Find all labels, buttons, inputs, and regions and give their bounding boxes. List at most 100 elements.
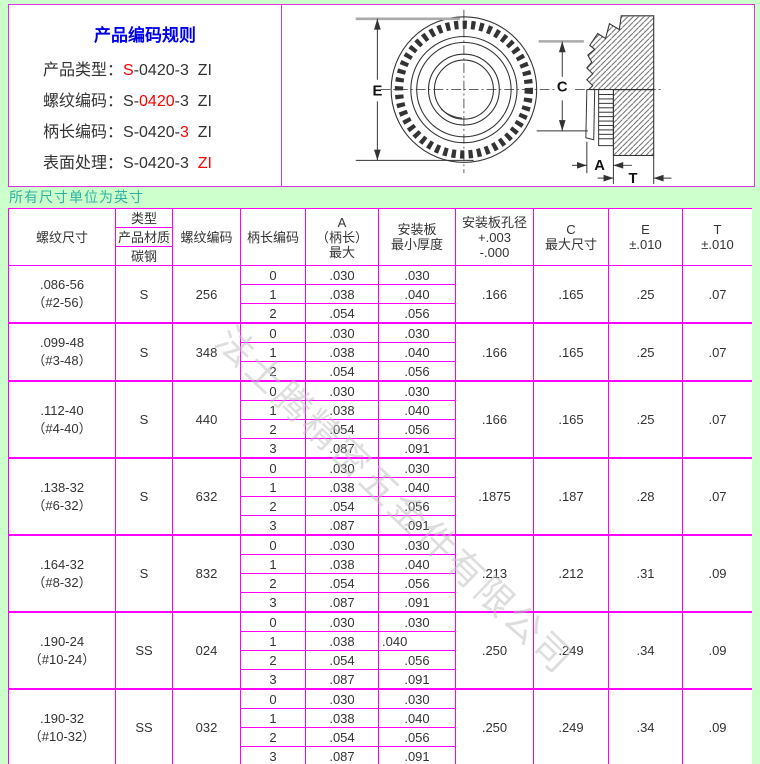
header-t: T ±.010	[682, 208, 752, 266]
a-max-cell: .054	[305, 573, 379, 593]
thread-code-cell: 348	[172, 322, 241, 382]
a-max-cell: .030	[305, 265, 379, 285]
shank-code-cell: 0	[240, 534, 306, 555]
material-cell: SS	[115, 611, 173, 690]
t-cell: .09	[682, 688, 752, 764]
header-thread-code: 螺纹编码	[172, 208, 241, 266]
dim-a: A	[572, 141, 633, 184]
shank-code-cell: 3	[240, 669, 306, 690]
a-max-cell: .030	[305, 611, 379, 632]
coding-rule-line: 表面处理：S-0420-3 ZI	[9, 148, 281, 179]
e-cell: .34	[608, 688, 683, 764]
thread-size-cell: .190-32 （#10-32）	[8, 688, 116, 764]
a-max-cell: .030	[305, 688, 379, 709]
coding-highlight: S	[123, 62, 134, 79]
section-head	[586, 15, 655, 91]
plate-thickness-cell: .040	[378, 400, 456, 420]
header-type: 类型	[115, 208, 173, 228]
coding-text: S-0420-	[123, 124, 180, 141]
coding-rule-label: 螺纹编码：	[43, 93, 124, 110]
header-thread-size: 螺纹尺寸	[8, 208, 116, 266]
e-cell: .25	[608, 265, 683, 324]
plate-thickness-cell: .056	[378, 361, 456, 382]
thread-code-cell: 256	[172, 265, 241, 324]
shank-code-cell: 0	[240, 265, 306, 285]
shank-code-cell: 2	[240, 496, 306, 516]
plate-thickness-cell: .040	[378, 477, 456, 497]
a-max-cell: .054	[305, 361, 379, 382]
table-row: 3.087.091	[9, 515, 753, 536]
thread-size-cell: .086-56 （#2-56）	[8, 265, 116, 324]
shank-code-cell: 3	[240, 438, 306, 459]
header-e: E ±.010	[608, 208, 683, 266]
plate-thickness-cell: .056	[378, 650, 456, 670]
shank-code-cell: 3	[240, 515, 306, 536]
a-max-cell: .087	[305, 515, 379, 536]
dim-label-e: E	[372, 83, 382, 99]
hole-diameter-cell: .166	[455, 265, 534, 324]
plate-thickness-cell: .091	[378, 746, 456, 764]
dim-e: E	[355, 17, 474, 161]
a-max-cell: .054	[305, 650, 379, 670]
table-row: .190-24 （#10-24） SS 024 0.030.030.250.249.3…	[8, 611, 752, 690]
coding-text: S-0420-3	[123, 155, 198, 172]
material-cell: S	[115, 265, 173, 324]
coding-highlight: ZI	[197, 155, 212, 172]
shank-code-cell: 3	[240, 746, 306, 764]
table-row: .138-32 （#6-32） S 632 0.030.030.1875.187.28…	[8, 457, 752, 536]
table-row: 2.054.056	[9, 573, 753, 593]
a-max-cell: .087	[305, 746, 379, 764]
plate-thickness-cell: .040	[378, 631, 456, 651]
e-cell: .28	[608, 457, 683, 536]
a-max-cell: .054	[305, 303, 379, 324]
plate-thickness-cell: .056	[378, 303, 456, 324]
section-shank	[612, 89, 655, 157]
hole-diameter-cell: .250	[455, 611, 534, 690]
coding-rules-lines: 产品类型：S-0420-3 ZI 螺纹编码：S-0420-3 ZI 柄长编码：S-0…	[9, 55, 281, 179]
dim-c: C	[536, 40, 588, 132]
plate-thickness-cell: .056	[378, 573, 456, 593]
c-max-cell: .165	[533, 380, 609, 459]
coding-rule-line: 柄长编码：S-0420-3 ZI	[9, 117, 281, 148]
header-row: 螺纹尺寸 类型 螺纹编码 柄长编码 A （柄长） 最大 安装板 最小厚度 安装板…	[8, 208, 752, 266]
coding-text: -3 ZI	[174, 93, 212, 110]
shank-code-cell: 1	[240, 708, 306, 728]
thread-code-cell: 024	[172, 611, 241, 690]
dim-t: T	[597, 155, 672, 184]
hole-diameter-cell: .213	[455, 534, 534, 613]
header-a-max: A （柄长） 最大	[305, 208, 379, 266]
shank-code-cell: 0	[240, 380, 306, 401]
a-max-cell: .030	[305, 322, 379, 343]
t-cell: .07	[682, 380, 752, 459]
plate-thickness-cell: .040	[378, 284, 456, 304]
coding-highlight: 3	[179, 124, 189, 141]
top-band: 产品编码规则 产品类型：S-0420-3 ZI 螺纹编码：S-0420-3 ZI 柄…	[8, 4, 755, 187]
table-row: 2.054.056	[9, 361, 753, 382]
table-row: 1.038.040	[9, 708, 753, 728]
coding-text: ZI	[188, 124, 212, 141]
a-max-cell: .038	[305, 631, 379, 651]
c-max-cell: .165	[533, 322, 609, 382]
shank-code-cell: 2	[240, 419, 306, 439]
e-cell: .34	[608, 611, 683, 690]
section-pilot	[598, 89, 614, 147]
plate-thickness-cell: .056	[378, 727, 456, 747]
shank-code-cell: 1	[240, 284, 306, 304]
header-hole-diameter: 安装板孔径 +.003 -.000	[455, 208, 534, 266]
a-max-cell: .087	[305, 592, 379, 613]
a-max-cell: .054	[305, 496, 379, 516]
plate-thickness-cell: .091	[378, 592, 456, 613]
header-carbon-steel: 碳钢	[115, 246, 173, 266]
plate-thickness-cell: .030	[378, 380, 456, 401]
c-max-cell: .187	[533, 457, 609, 536]
t-cell: .09	[682, 611, 752, 690]
thread-size-cell: .112-40 （#4-40）	[8, 380, 116, 459]
c-max-cell: .249	[533, 688, 609, 764]
a-max-cell: .038	[305, 708, 379, 728]
material-cell: S	[115, 457, 173, 536]
t-cell: .09	[682, 534, 752, 613]
section-view	[575, 15, 663, 157]
plate-thickness-cell: .030	[378, 457, 456, 478]
plate-thickness-cell: .030	[378, 322, 456, 343]
table-row: 2.054.056	[9, 650, 753, 670]
